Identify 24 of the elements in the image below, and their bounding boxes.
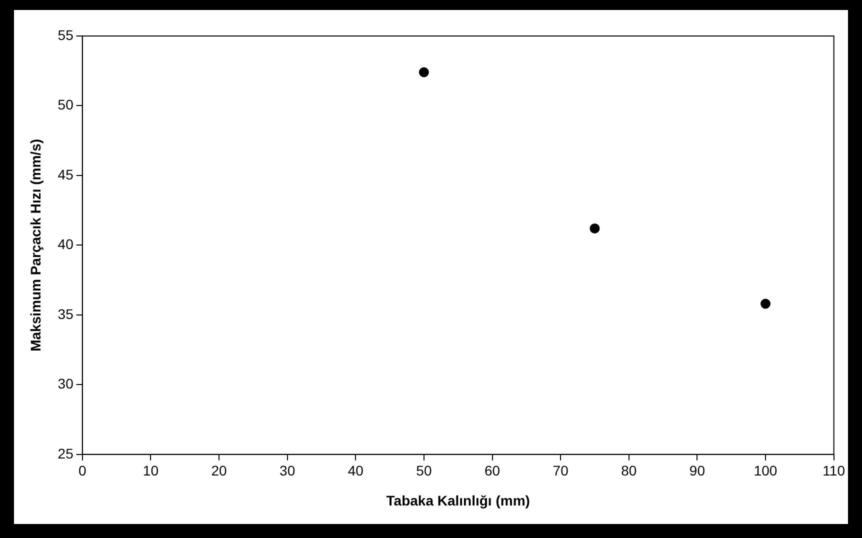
x-axis-title: Tabaka Kalınlığı (mm) xyxy=(386,492,530,508)
y-tick-label: 35 xyxy=(58,306,74,322)
y-tick-label: 40 xyxy=(58,236,74,252)
x-tick-label: 100 xyxy=(754,462,778,479)
point xyxy=(760,298,771,309)
x-tick-label: 70 xyxy=(552,462,569,479)
y-tick-label: 25 xyxy=(58,445,74,462)
x-tick-label: 20 xyxy=(211,462,227,479)
x-tick-label: 50 xyxy=(416,462,432,479)
x-tick-label: 80 xyxy=(621,462,637,479)
x-tick-label: 60 xyxy=(484,462,500,479)
x-tick-label: 10 xyxy=(142,462,159,479)
x-tick-label: 110 xyxy=(822,462,846,479)
y-tick-label: 45 xyxy=(58,166,74,182)
point xyxy=(418,67,429,78)
y-tick-label: 50 xyxy=(58,96,74,113)
x-tick-label: 30 xyxy=(280,462,296,479)
x-tick-label: 90 xyxy=(689,462,706,479)
y-axis-title: Maksimum Parçacık Hızı (mm/s) xyxy=(27,138,44,352)
y-tick-label: 55 xyxy=(58,26,74,43)
point xyxy=(590,223,600,234)
x-tick-label: 40 xyxy=(348,462,364,479)
y-tick-label: 30 xyxy=(58,376,74,392)
x-tick-label: 0 xyxy=(78,462,86,479)
